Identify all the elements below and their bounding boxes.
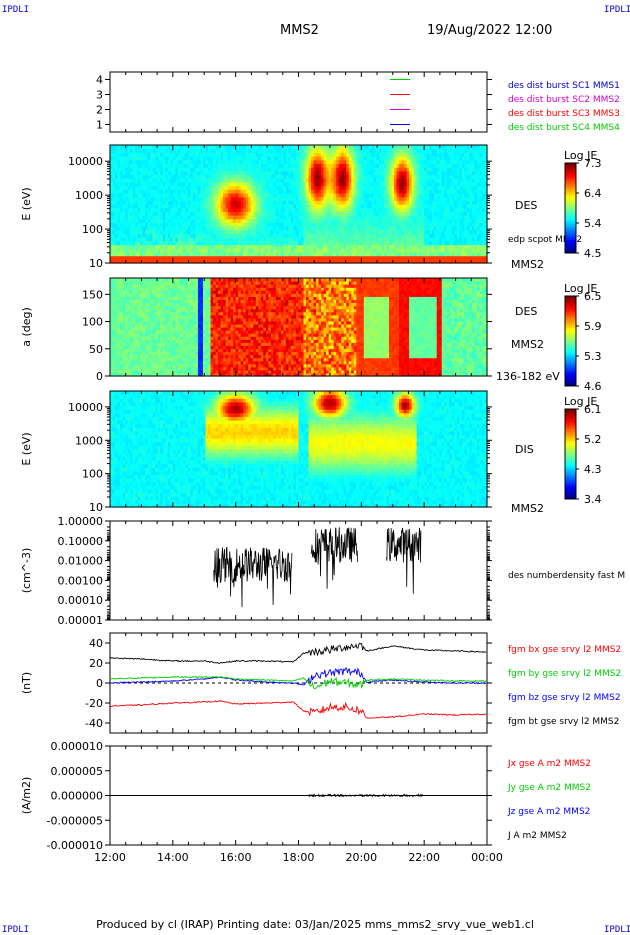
- legend-entry: des dist burst SC4 MMS4: [508, 123, 620, 133]
- y-tick-label: 4: [96, 74, 103, 87]
- mms-label: MMS2: [511, 258, 544, 271]
- burst-panel-frame: [110, 72, 487, 132]
- legend-entry: des dist burst SC1 MMS1: [508, 81, 620, 91]
- legend-entry: des dist burst SC2 MMS2: [508, 95, 620, 105]
- y-tick-label: 100: [82, 223, 103, 236]
- des-energy-spectrogram: [110, 145, 488, 264]
- legend-entry: des dist burst SC3 MMS3: [508, 109, 620, 119]
- y-tick-label: 2: [96, 104, 103, 117]
- y-tick-label: 10: [89, 257, 103, 270]
- y-axis: 1 2 3 4: [96, 74, 492, 132]
- y-tick-label: 3: [96, 89, 103, 102]
- y-tick-label: 1: [96, 119, 103, 132]
- species-label: DES: [515, 199, 537, 212]
- y-axis-title: E (eV): [20, 187, 33, 220]
- y-tick-label: 10000: [68, 155, 103, 168]
- y-tick-label: 1000: [75, 189, 103, 202]
- des-energy-colorbar: Log JE7.36.45.44.5: [564, 149, 602, 260]
